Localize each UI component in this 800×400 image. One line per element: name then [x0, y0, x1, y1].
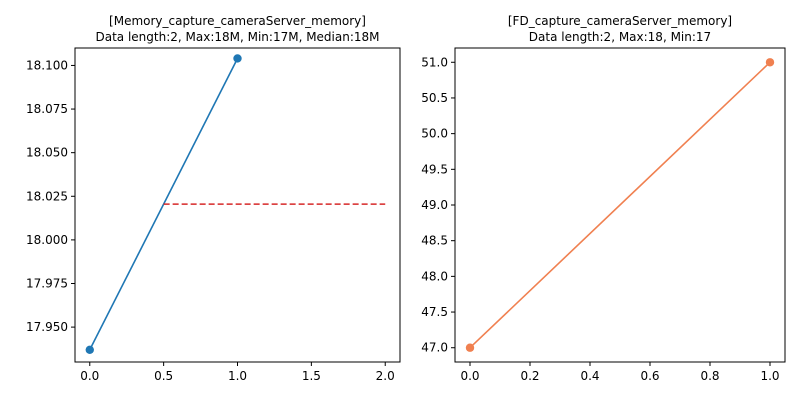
x-axis-ticks: 0.0 0.2 0.4 0.6 0.8 1.0 — [460, 362, 780, 383]
x-tick-label: 1.0 — [760, 369, 779, 383]
fd-chart: [FD_capture_cameraServer_memory] Data le… — [421, 14, 786, 383]
series-layer — [85, 54, 386, 354]
y-tick-label: 49.5 — [421, 162, 448, 176]
y-tick-label: 48.5 — [421, 234, 448, 248]
data-point — [85, 345, 94, 354]
x-tick-label: 0.5 — [154, 369, 173, 383]
y-tick-label: 18.025 — [26, 189, 68, 203]
x-tick-label: 1.0 — [228, 369, 247, 383]
x-tick-label: 0.8 — [700, 369, 719, 383]
chart-title-line-1: [Memory_capture_cameraServer_memory] — [109, 14, 366, 28]
data-point — [233, 54, 242, 63]
x-tick-label: 2.0 — [376, 369, 395, 383]
chart-title-line-2: Data length:2, Max:18, Min:17 — [529, 30, 711, 44]
y-axis-ticks: 17.950 17.975 18.000 18.025 18.050 18.075 18.1… — [26, 58, 75, 334]
y-tick-label: 17.975 — [26, 277, 68, 291]
data-point — [765, 58, 775, 67]
y-tick-label: 18.050 — [26, 146, 68, 160]
x-tick-label: 1.5 — [302, 369, 321, 383]
y-tick-label: 51.0 — [421, 55, 448, 69]
y-tick-label: 18.075 — [26, 102, 68, 116]
y-tick-label: 48.0 — [421, 269, 448, 283]
x-tick-label: 0.6 — [640, 369, 659, 383]
x-axis-ticks: 0.0 0.5 1.0 1.5 2.0 — [80, 362, 395, 383]
x-tick-label: 0.2 — [520, 369, 539, 383]
x-tick-label: 0.0 — [80, 369, 99, 383]
y-tick-label: 50.5 — [421, 91, 448, 105]
x-tick-label: 0.4 — [580, 369, 599, 383]
series-line — [469, 61, 771, 349]
y-tick-label: 47.0 — [421, 341, 448, 355]
chart-title-line-1: [FD_capture_cameraServer_memory] — [508, 14, 732, 28]
series-layer — [465, 58, 775, 352]
y-tick-label: 50.0 — [421, 127, 448, 141]
y-tick-label: 49.0 — [421, 198, 448, 212]
data-point — [465, 343, 475, 352]
series-line — [89, 58, 239, 351]
y-tick-label: 17.950 — [26, 320, 68, 334]
y-tick-label: 18.000 — [26, 233, 68, 247]
y-tick-label: 47.5 — [421, 305, 448, 319]
x-tick-label: 0.0 — [460, 369, 479, 383]
y-tick-label: 18.100 — [26, 58, 68, 72]
memory-chart: [Memory_capture_cameraServer_memory] Dat… — [26, 14, 401, 383]
y-axis-ticks: 47.0 47.5 48.0 48.5 49.0 49.5 50.0 50.5 51.0 — [421, 55, 455, 355]
chart-title-line-2: Data length:2, Max:18M, Min:17M, Median:… — [95, 30, 379, 44]
